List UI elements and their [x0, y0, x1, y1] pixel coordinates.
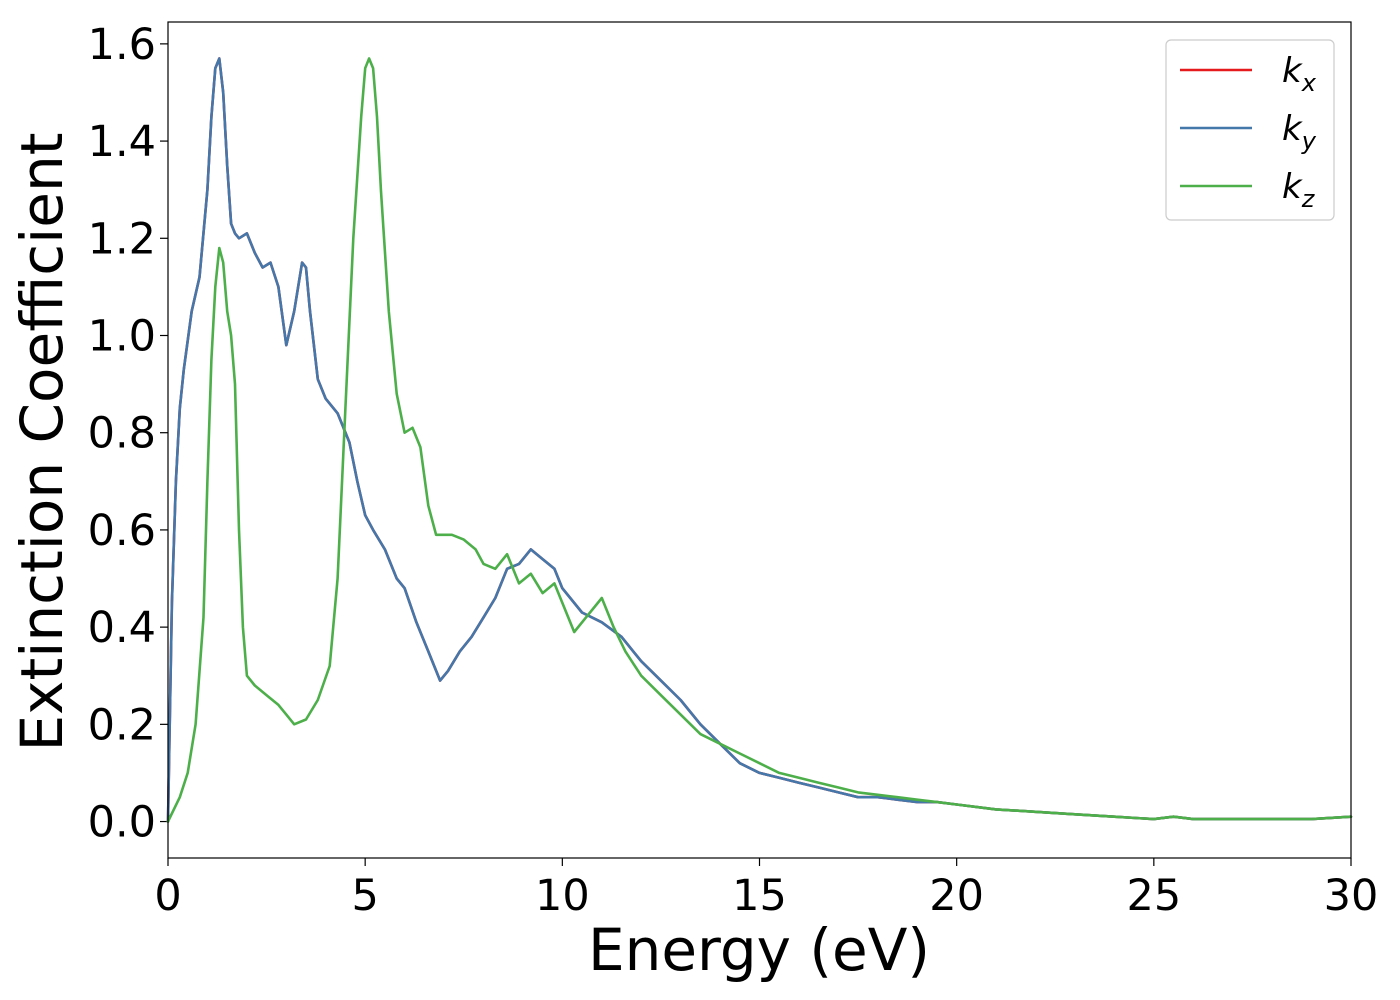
plot-frame	[167, 21, 1352, 859]
legend: kx ky kz	[1165, 39, 1335, 221]
y-tick-label: 0.2	[88, 700, 156, 750]
x-tick-label: 20	[929, 871, 984, 921]
y-tick-label: 1.6	[88, 20, 156, 70]
x-axis-title: Energy (eV)	[588, 916, 930, 984]
x-tick-label: 30	[1324, 871, 1379, 921]
y-tick-label: 1.0	[88, 312, 156, 362]
legend-label-z: kz	[1282, 167, 1316, 213]
series-line-z	[166, 57, 1353, 823]
plot-lines	[166, 57, 1353, 823]
legend-label-x: kx	[1282, 51, 1317, 97]
legend-label-y: ky	[1282, 109, 1317, 155]
y-axis-ticks: 0.0 0.2 0.4 0.6 0.8 1.0 1.2 1.4 1.6	[88, 20, 168, 848]
y-tick-label: 1.4	[88, 117, 156, 167]
y-tick-label: 0.6	[88, 506, 156, 556]
x-tick-label: 10	[535, 871, 590, 921]
y-tick-label: 0.0	[88, 798, 156, 848]
series-line-y	[166, 57, 1353, 823]
x-tick-label: 15	[732, 871, 787, 921]
y-axis-title: Extinction Coefficient	[8, 133, 76, 752]
y-tick-label: 0.8	[88, 409, 156, 459]
x-tick-label: 5	[351, 871, 378, 921]
y-tick-label: 0.4	[88, 603, 156, 653]
legend-box	[1165, 39, 1335, 221]
x-tick-label: 0	[154, 871, 181, 921]
x-axis-ticks: 0 5 10 15 20 25 30	[154, 858, 1378, 921]
y-tick-label: 1.2	[88, 214, 156, 264]
x-tick-label: 25	[1126, 871, 1181, 921]
